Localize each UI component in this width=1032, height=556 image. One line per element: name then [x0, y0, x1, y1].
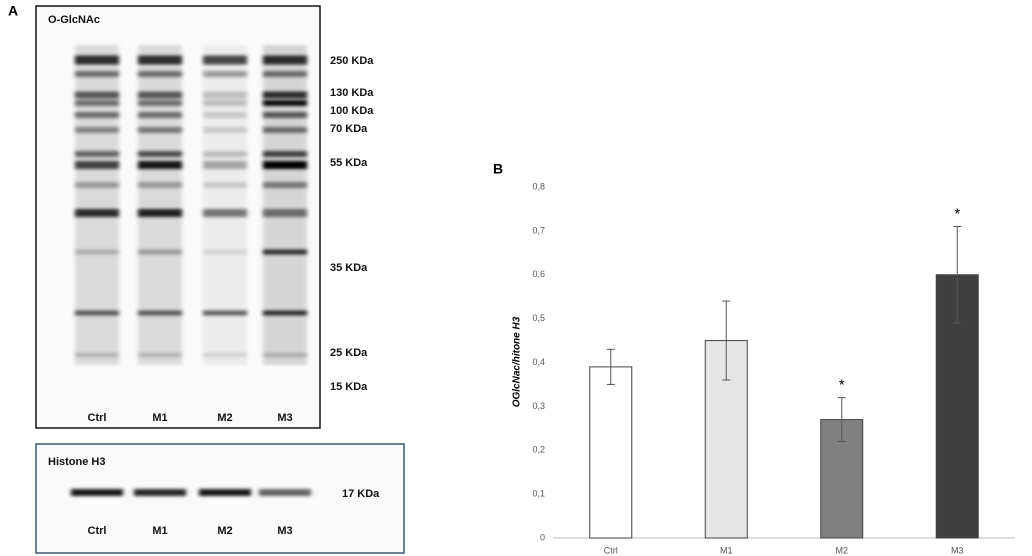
loading-blot-image — [71, 489, 311, 496]
band — [203, 209, 247, 217]
band — [203, 100, 247, 106]
marker-label: 35 KDa — [330, 262, 368, 274]
band — [259, 489, 311, 496]
lane-label: M1 — [152, 525, 167, 537]
band — [75, 91, 119, 99]
band — [263, 353, 307, 357]
band — [203, 55, 247, 65]
band — [203, 91, 247, 99]
y-tick-label: 0,4 — [532, 357, 545, 367]
band — [263, 151, 307, 157]
y-tick-label: 0,6 — [532, 269, 545, 279]
blot-image — [75, 45, 307, 365]
band — [263, 112, 307, 118]
bar — [589, 366, 633, 539]
band — [203, 127, 247, 133]
band — [138, 209, 182, 217]
y-tick-label: 0,7 — [532, 225, 545, 235]
panel-label: B — [493, 161, 503, 177]
band — [75, 310, 119, 316]
band — [138, 100, 182, 106]
lane-label: Ctrl — [88, 525, 107, 537]
y-tick-label: 0,8 — [532, 181, 545, 191]
x-tick-label: M3 — [951, 545, 964, 555]
band — [138, 161, 182, 169]
lane-label: M3 — [277, 412, 292, 424]
band — [75, 112, 119, 118]
band — [203, 161, 247, 169]
panel-label: A — [8, 3, 18, 19]
band — [75, 127, 119, 133]
band — [75, 161, 119, 169]
band — [203, 182, 247, 188]
band — [263, 310, 307, 316]
band — [203, 353, 247, 357]
band — [263, 100, 307, 106]
loading-frame — [35, 443, 405, 554]
lane-label: M2 — [217, 412, 232, 424]
band — [203, 310, 247, 316]
band — [138, 55, 182, 65]
y-tick-label: 0,2 — [532, 445, 545, 455]
band — [199, 489, 251, 496]
band — [138, 249, 182, 255]
significance: * — [839, 377, 845, 394]
band — [75, 249, 119, 255]
band — [138, 151, 182, 157]
marker-label: 15 KDa — [330, 381, 368, 393]
x-tick-label: M2 — [835, 545, 848, 555]
band — [75, 71, 119, 77]
band — [138, 127, 182, 133]
band — [75, 353, 119, 357]
band — [75, 100, 119, 106]
y-tick-label: 0,1 — [532, 489, 545, 499]
band — [263, 55, 307, 65]
marker-label: 100 KDa — [330, 105, 374, 117]
y-axis-label: OGlcNac/hitone H3 — [512, 316, 523, 407]
y-tick-label: 0 — [540, 532, 545, 542]
lane-label: M1 — [152, 412, 167, 424]
y-tick-label: 0,3 — [532, 401, 545, 411]
band — [71, 489, 123, 496]
band — [138, 310, 182, 316]
lane-label: Ctrl — [88, 412, 107, 424]
band — [203, 249, 247, 255]
band — [263, 182, 307, 188]
band — [138, 353, 182, 357]
band — [138, 71, 182, 77]
y-tick-label: 0,5 — [532, 313, 545, 323]
band — [75, 151, 119, 157]
band — [203, 151, 247, 157]
x-tick-label: Ctrl — [604, 545, 618, 555]
band — [75, 182, 119, 188]
lane-label: M2 — [217, 525, 232, 537]
band — [138, 91, 182, 99]
band — [75, 209, 119, 217]
marker-label: 55 KDa — [330, 157, 368, 169]
band — [263, 161, 307, 169]
band — [203, 112, 247, 118]
band — [203, 71, 247, 77]
band — [263, 127, 307, 133]
band — [263, 209, 307, 217]
x-tick-label: M1 — [720, 545, 733, 555]
loading-title: Histone H3 — [48, 456, 105, 468]
band — [263, 91, 307, 99]
band — [263, 71, 307, 77]
significance: * — [954, 205, 960, 222]
band — [75, 55, 119, 65]
marker-label: 70 KDa — [330, 123, 368, 135]
band — [138, 112, 182, 118]
marker-label: 25 KDa — [330, 347, 368, 359]
band — [263, 249, 307, 255]
band — [138, 182, 182, 188]
blot-title: O-GlcNAc — [48, 14, 100, 26]
marker-label: 250 KDa — [330, 55, 374, 67]
band — [134, 489, 186, 496]
marker-label: 130 KDa — [330, 87, 374, 99]
lane-label: M3 — [277, 525, 292, 537]
loading-marker: 17 KDa — [342, 488, 380, 500]
